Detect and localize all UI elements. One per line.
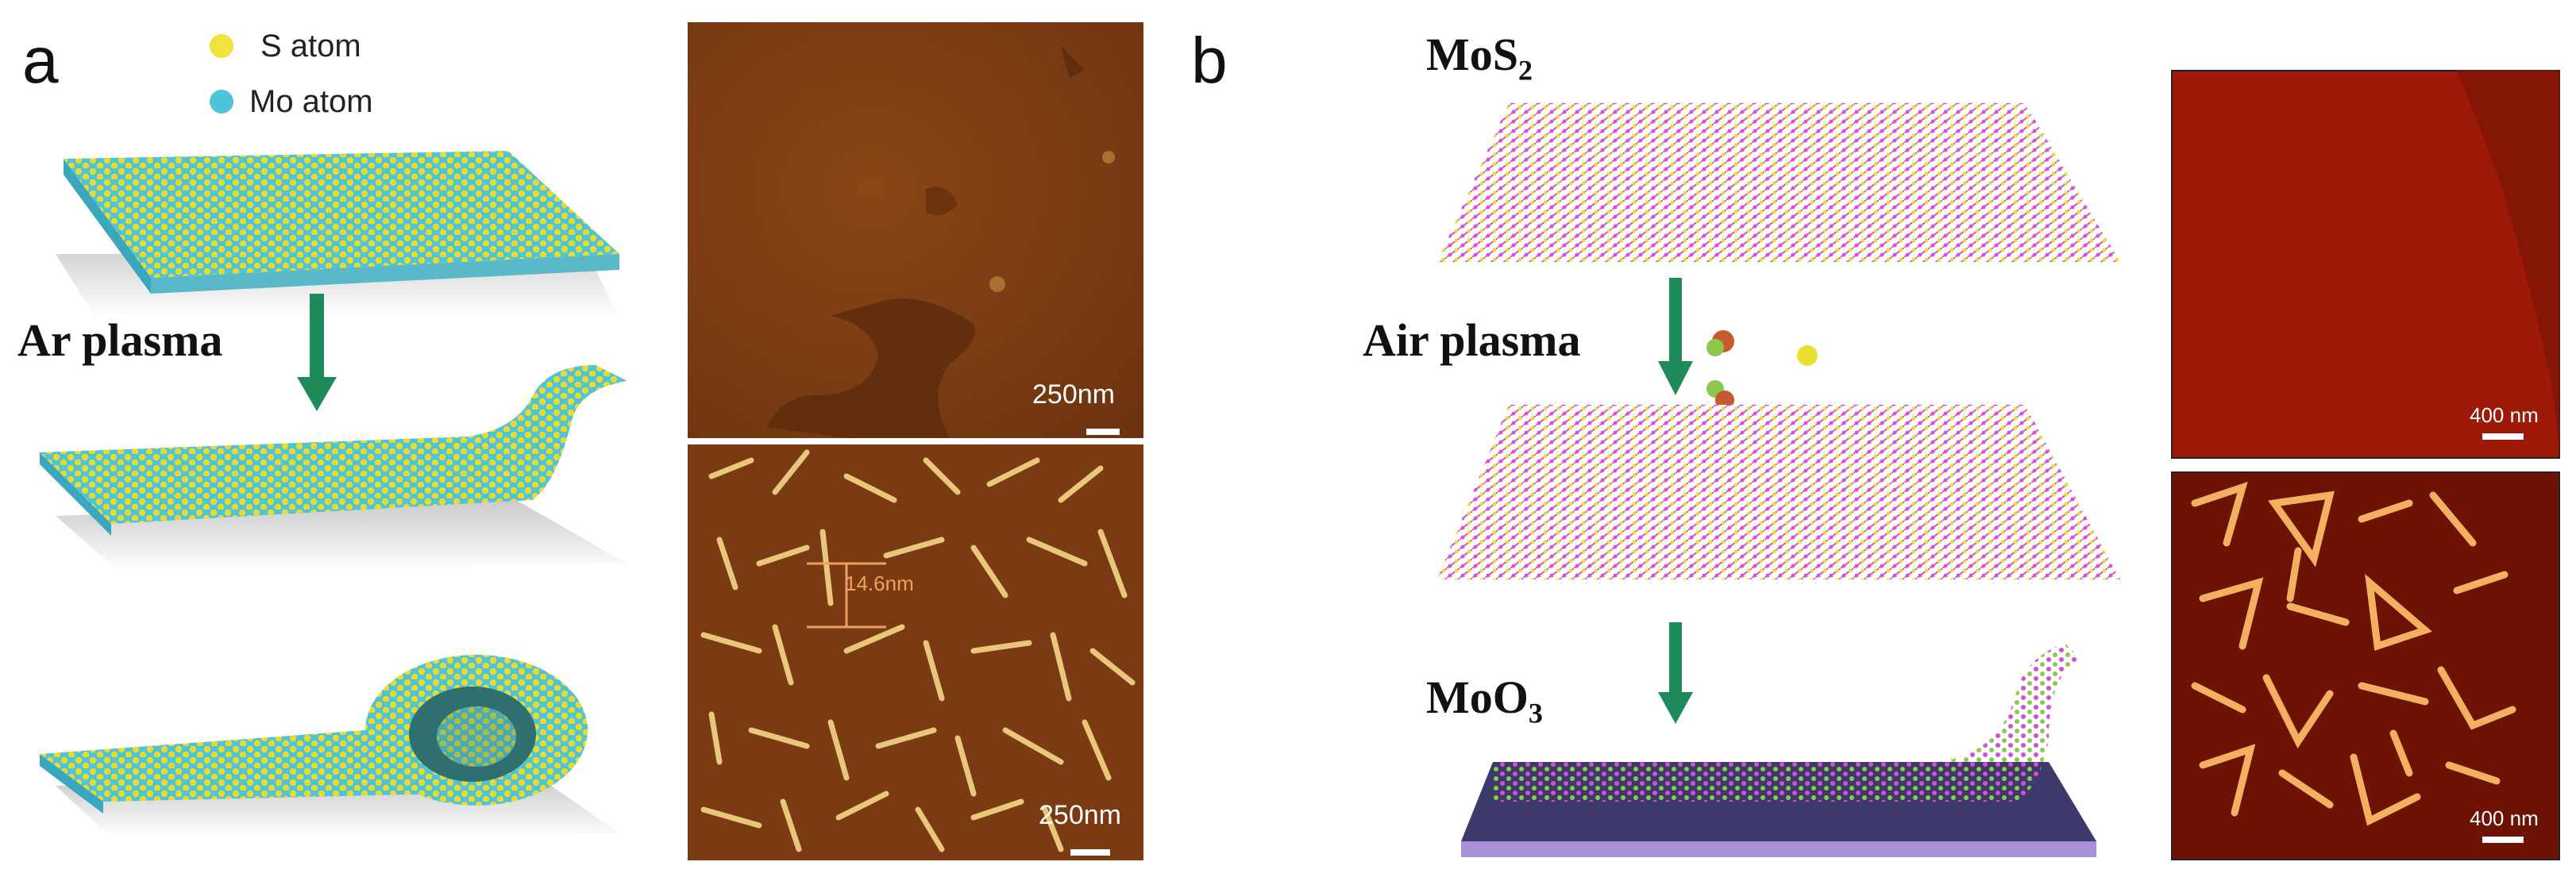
afm-a-top-scale-label: 250nm (1032, 379, 1115, 410)
moo3-subscript: 3 (1528, 697, 1543, 729)
afm-image-b-after (2171, 471, 2560, 860)
mos2-text: MoS (1426, 29, 1518, 80)
arrow-down-icon (1658, 622, 1693, 724)
curling-sheet-illustration (40, 365, 627, 571)
air-plasma-label: Air plasma (1363, 314, 1581, 366)
ar-plasma-label: Ar plasma (17, 314, 223, 366)
legend-s-label: S atom (260, 29, 361, 63)
legend-s-atom: S atom (210, 27, 361, 65)
mos2-sheet-illustration (1437, 103, 2120, 262)
panel-a-letter: a (22, 25, 59, 97)
afm-image-a-before (688, 22, 1143, 438)
legend-mo-atom: Mo atom (210, 83, 373, 121)
scroll-sheet-illustration (40, 655, 619, 837)
moo3-label: MoO3 (1426, 675, 1543, 728)
moo3-text: MoO (1426, 671, 1529, 723)
flat-sheet-illustration (56, 151, 619, 317)
arrow-down-icon (1658, 278, 1693, 395)
afm-image-b-before (2171, 70, 2560, 459)
mo-atom-swatch (210, 90, 233, 113)
mos2-sheet-plasma-illustration (1437, 405, 2120, 579)
afm-b-bottom-scale-label: 400 nm (2470, 806, 2539, 830)
afm-image-a-after (688, 444, 1143, 860)
afm-b-top-scale-label: 400 nm (2470, 403, 2539, 427)
afm-a-height-annotation: 14.6nm (845, 571, 914, 595)
moo3-sheet-illustration (1461, 643, 2096, 857)
mos2-label: MoS2 (1426, 32, 1533, 85)
mos2-subscript: 2 (1518, 54, 1533, 87)
s-atom-swatch (210, 34, 233, 58)
arrow-down-icon (297, 294, 337, 411)
afm-a-bottom-scale-label: 250nm (1039, 800, 1121, 830)
panel-b-letter: b (1191, 25, 1228, 97)
legend-mo-label: Mo atom (249, 84, 373, 119)
